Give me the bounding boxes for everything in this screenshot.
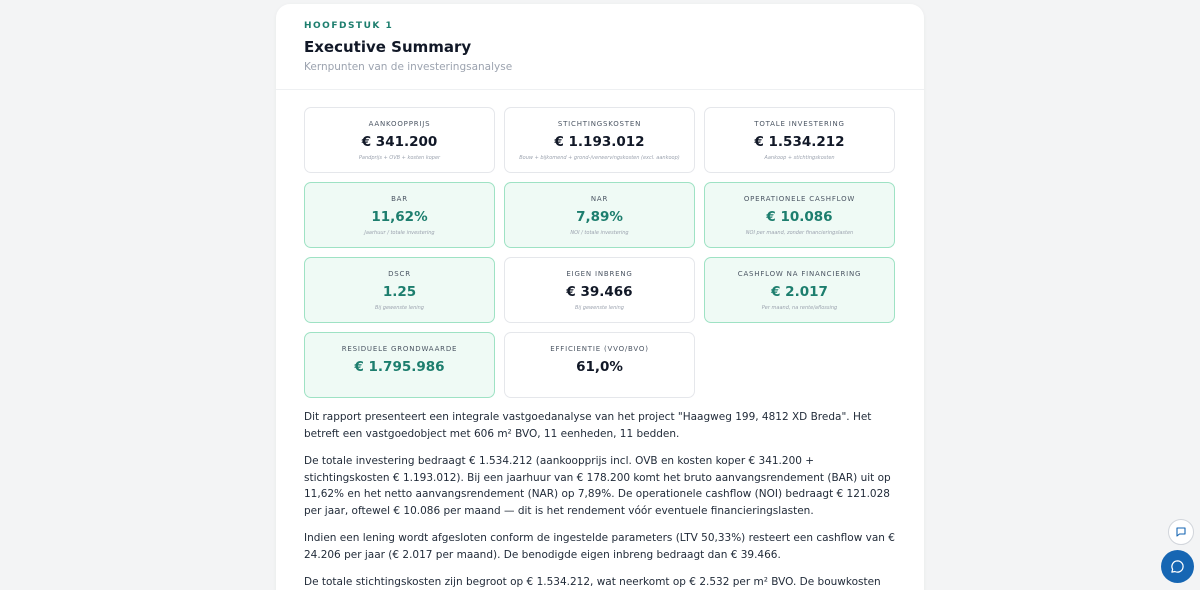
chat-bubble-icon <box>1171 560 1184 573</box>
kpi-value: 61,0% <box>576 359 623 375</box>
kpi-value: € 1.534.212 <box>754 134 845 150</box>
summary-paragraph: De totale investering bedraagt € 1.534.2… <box>304 455 891 517</box>
feedback-button[interactable] <box>1168 519 1194 545</box>
summary-text: Dit rapport presenteert een integrale va… <box>304 409 896 590</box>
kpi-label: EFFICIENTIE (VVO/BVO) <box>550 345 649 353</box>
kpi-label: RESIDUELE GRONDWAARDE <box>341 345 458 353</box>
kpi-value: € 39.466 <box>566 284 633 300</box>
report-card: HOOFDSTUK 1 Executive Summary Kernpunten… <box>276 4 924 590</box>
kpi-label: DSCR <box>388 270 411 278</box>
kpi-note: Aankoop + stichtingskosten <box>764 155 835 161</box>
kpi-note: Bij gewenste lening <box>575 305 624 311</box>
kpi-label: OPERATIONELE CASHFLOW <box>743 195 856 203</box>
kpi-note: Bij gewenste lening <box>375 305 424 311</box>
section-header: HOOFDSTUK 1 Executive Summary Kernpunten… <box>276 4 924 90</box>
kpi-tile: NAR 7,89% NOI / totale investering <box>504 182 695 248</box>
kpi-note: NOI / totale investering <box>570 230 629 236</box>
kpi-tile: RESIDUELE GRONDWAARDE € 1.795.986 <box>304 332 495 398</box>
summary-paragraph: Indien een lening wordt afgesloten confo… <box>304 532 895 561</box>
kpi-note: Per maand, na rente/aflossing <box>761 305 838 311</box>
kpi-note: NOI per maand, zonder financieringslaste… <box>745 230 854 236</box>
kpi-tile: TOTALE INVESTERING € 1.534.212 Aankoop + s… <box>704 107 895 173</box>
kpi-note: Bouw + bijkomend + grond-/verwervingskos… <box>519 155 680 161</box>
kpi-value: € 10.086 <box>766 209 833 225</box>
kpi-label: EIGEN INBRENG <box>566 270 633 278</box>
kpi-label: STICHTINGSKOSTEN <box>557 120 642 128</box>
summary-paragraph: De totale stichtingskosten zijn begroot … <box>304 576 881 588</box>
kpi-value: € 341.200 <box>361 134 438 150</box>
kpi-label: TOTALE INVESTERING <box>754 120 845 128</box>
chapter-label: HOOFDSTUK 1 <box>304 21 394 31</box>
kpi-tile: AANKOOPPRIJS € 341.200 Pandprijs + OVB + k… <box>304 107 495 173</box>
kpi-label: BAR <box>391 195 408 203</box>
kpi-grid: AANKOOPPRIJS € 341.200 Pandprijs + OVB + k… <box>304 107 895 398</box>
chat-button[interactable] <box>1161 550 1194 583</box>
kpi-note: Jaarhuur / totale investering <box>364 230 435 236</box>
kpi-value: € 2.017 <box>771 284 828 300</box>
kpi-tile: STICHTINGSKOSTEN € 1.193.012 Bouw + bijkom… <box>504 107 695 173</box>
kpi-value: € 1.795.986 <box>354 359 445 375</box>
chat-square-icon <box>1176 527 1186 537</box>
kpi-label: NAR <box>590 195 609 203</box>
kpi-label: CASHFLOW NA FINANCIERING <box>737 270 862 278</box>
summary-paragraph: Dit rapport presenteert een integrale va… <box>304 411 872 440</box>
kpi-tile: OPERATIONELE CASHFLOW € 10.086 NOI per maa… <box>704 182 895 248</box>
kpi-tile: DSCR 1.25 Bij gewenste lening <box>304 257 495 323</box>
kpi-tile: EFFICIENTIE (VVO/BVO) 61,0% <box>504 332 695 398</box>
section-title: Executive Summary <box>304 38 472 56</box>
kpi-tile: EIGEN INBRENG € 39.466 Bij gewenste lening <box>504 257 695 323</box>
kpi-value: 11,62% <box>371 209 428 225</box>
kpi-label: AANKOOPPRIJS <box>368 120 431 128</box>
kpi-tile: CASHFLOW NA FINANCIERING € 2.017 Per maand… <box>704 257 895 323</box>
kpi-note: Pandprijs + OVB + kosten koper <box>358 155 441 161</box>
kpi-tile: BAR 11,62% Jaarhuur / totale investering <box>304 182 495 248</box>
kpi-value: € 1.193.012 <box>554 134 645 150</box>
kpi-value: 1.25 <box>382 284 417 300</box>
kpi-value: 7,89% <box>576 209 623 225</box>
section-subtitle: Kernpunten van de investeringsanalyse <box>304 61 513 73</box>
